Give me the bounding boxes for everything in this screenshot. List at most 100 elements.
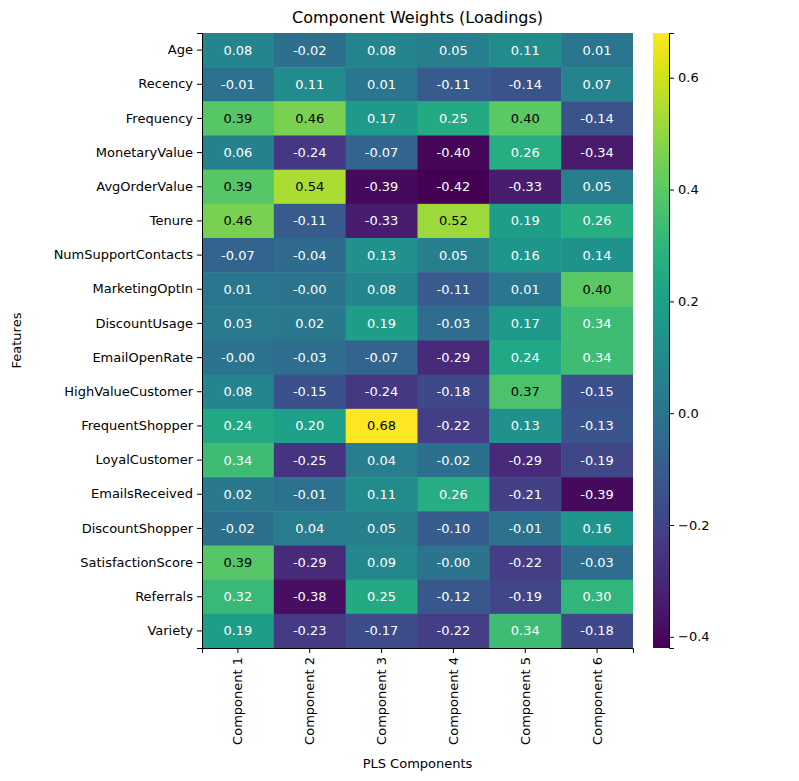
heatmap-cell [489,306,561,341]
y-tick: LoyalCustomer [96,452,202,467]
cell-label: -0.29 [437,350,471,365]
heatmap-cell [274,614,346,648]
heatmap-cell [418,477,490,512]
cell-label: 0.05 [439,43,468,58]
y-tick-label: Recency [138,76,193,91]
heatmap-cell [489,443,561,478]
y-tick-mark [197,289,202,290]
cell-label: 0.39 [223,111,252,126]
cell-label: -0.02 [221,521,255,536]
heatmap-cell [561,272,633,307]
heatmap-cell [489,580,561,615]
cell-label: -0.14 [580,111,614,126]
cell-labels: 0.08-0.020.080.050.110.01-0.010.110.01-0… [221,43,614,639]
cell-label: 0.08 [223,384,252,399]
heatmap-cell [561,614,633,648]
colorbar-tick-label: 0.0 [678,406,699,421]
heatmap-cell [202,170,274,205]
y-tick-mark [197,494,202,495]
heatmap-cell [274,443,346,478]
cell-label: -0.12 [437,589,471,604]
heatmap-cell [561,67,633,102]
cell-label: 0.02 [223,487,252,502]
cell-label: 0.07 [583,77,612,92]
heatmap-cell [202,580,274,615]
cell-label: -0.02 [293,43,327,58]
cell-label: -0.07 [365,145,399,160]
colorbar-tick-label: −0.4 [678,629,710,644]
cell-label: -0.01 [508,521,542,536]
heatmap-cell [561,136,633,171]
cell-label: 0.03 [223,316,252,331]
chart: Component Weights (Loadings)0.08-0.020.0… [0,0,799,781]
heatmap-cell [418,511,490,546]
cell-label: 0.30 [583,589,612,604]
heatmap-cell [202,375,274,410]
cell-label: -0.22 [437,623,471,638]
cell-label: 0.08 [367,43,396,58]
y-tick: EmailsReceived [91,486,202,501]
y-tick-label: SatisfactionScore [80,555,193,570]
heatmap-cell [489,67,561,102]
y-tick-label: MarketingOptIn [93,281,193,296]
heatmap-cell [489,546,561,581]
heatmap-cell [346,443,418,478]
heatmap-cell [346,170,418,205]
y-tick-label: EmailOpenRate [92,350,193,365]
heatmap-cell [346,67,418,102]
heatmap-cell [202,341,274,376]
heatmap-cell [561,204,633,239]
y-tick-label: Frequency [126,111,193,126]
cell-label: 0.39 [223,179,252,194]
x-tick: Component 2 [302,648,317,745]
colorbar-tick: 0.0 [669,406,699,421]
heatmap-cell [489,272,561,307]
heatmap-cell [202,204,274,239]
y-tick-label: Tenure [149,213,193,228]
cell-label: -0.29 [293,555,327,570]
cell-label: 0.40 [511,111,540,126]
cell-label: 0.52 [439,213,468,228]
cell-label: 0.20 [295,418,324,433]
heatmap-cell [346,614,418,648]
cell-label: -0.19 [508,589,542,604]
y-tick: FrequentShopper [81,418,202,433]
heatmap-cell [274,33,346,68]
heatmap-cell [346,101,418,136]
cell-label: 0.37 [511,384,540,399]
cell-label: 0.01 [511,282,540,297]
cell-label: -0.03 [437,316,471,331]
cell-label: -0.29 [508,453,542,468]
cell-label: 0.24 [511,350,540,365]
heatmap-cell [418,272,490,307]
heatmap-cell [202,614,274,648]
x-axis-line [203,649,634,654]
y-tick-mark [197,152,202,153]
heatmap-cell [274,136,346,171]
colorbar-axis: −0.4−0.20.00.20.40.6 [669,34,710,649]
y-tick: Age [168,42,202,57]
heatmap-cell [418,67,490,102]
cell-label: -0.03 [293,350,327,365]
y-tick-mark [197,50,202,51]
cell-label: -0.04 [293,248,327,263]
heatmap-cell [202,33,274,68]
y-tick-mark [197,255,202,256]
heatmap-cell [202,306,274,341]
heatmap-cell [561,170,633,205]
cell-label: -0.11 [293,213,327,228]
cell-label: 0.16 [511,248,540,263]
colorbar-tick: 0.6 [669,70,699,85]
heatmap-cell [561,375,633,410]
cell-label: 0.11 [511,43,540,58]
cell-label: 0.34 [511,623,540,638]
cell-label: -0.00 [293,282,327,297]
cell-label: -0.22 [437,418,471,433]
heatmap-cell [489,33,561,68]
x-tick: Component 1 [230,648,245,745]
heatmap-cell [561,477,633,512]
cell-label: -0.34 [580,145,614,160]
heatmap-cell [346,477,418,512]
cell-label: -0.07 [365,350,399,365]
x-tick-label: Component 3 [374,657,389,745]
